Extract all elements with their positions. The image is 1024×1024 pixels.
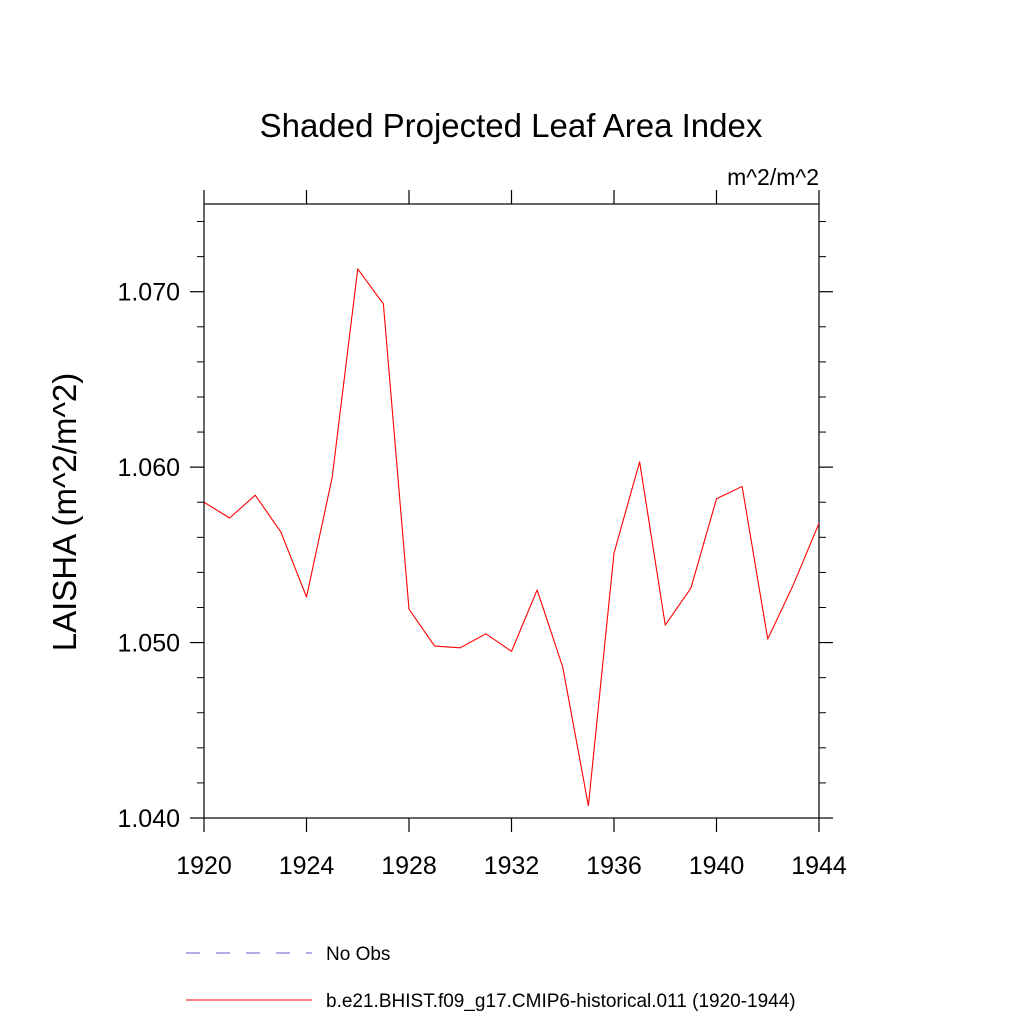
chart-title: Shaded Projected Leaf Area Index — [260, 107, 763, 144]
y-tick-label: 1.050 — [117, 630, 180, 658]
legend-label: No Obs — [326, 944, 390, 965]
x-tick-label: 1932 — [484, 852, 540, 880]
y-tick-label: 1.070 — [117, 279, 180, 307]
legend-label: b.e21.BHIST.f09_g17.CMIP6-historical.011… — [326, 991, 796, 1012]
x-tick-label: 1944 — [791, 852, 847, 880]
units-label: m^2/m^2 — [727, 164, 819, 190]
legend: No Obs b.e21.BHIST.f09_g17.CMIP6-historic… — [186, 944, 796, 1012]
y-axis-label: LAISHA (m^2/m^2) — [46, 373, 83, 652]
series-layer — [203, 268, 820, 807]
series-line — [203, 268, 820, 807]
y-tick-label: 1.040 — [117, 805, 180, 833]
x-tick-label: 1936 — [586, 852, 642, 880]
plot-axes: 1920 1924 1928 1932 1936 1940 1944 1.040 1.050 1.… — [117, 190, 847, 880]
x-tick-label: 1920 — [176, 852, 232, 880]
plot-frame — [203, 203, 820, 819]
x-tick-label: 1924 — [279, 852, 335, 880]
x-tick-label: 1940 — [689, 852, 745, 880]
x-tick-label: 1928 — [381, 852, 437, 880]
y-tick-label: 1.060 — [117, 454, 180, 482]
